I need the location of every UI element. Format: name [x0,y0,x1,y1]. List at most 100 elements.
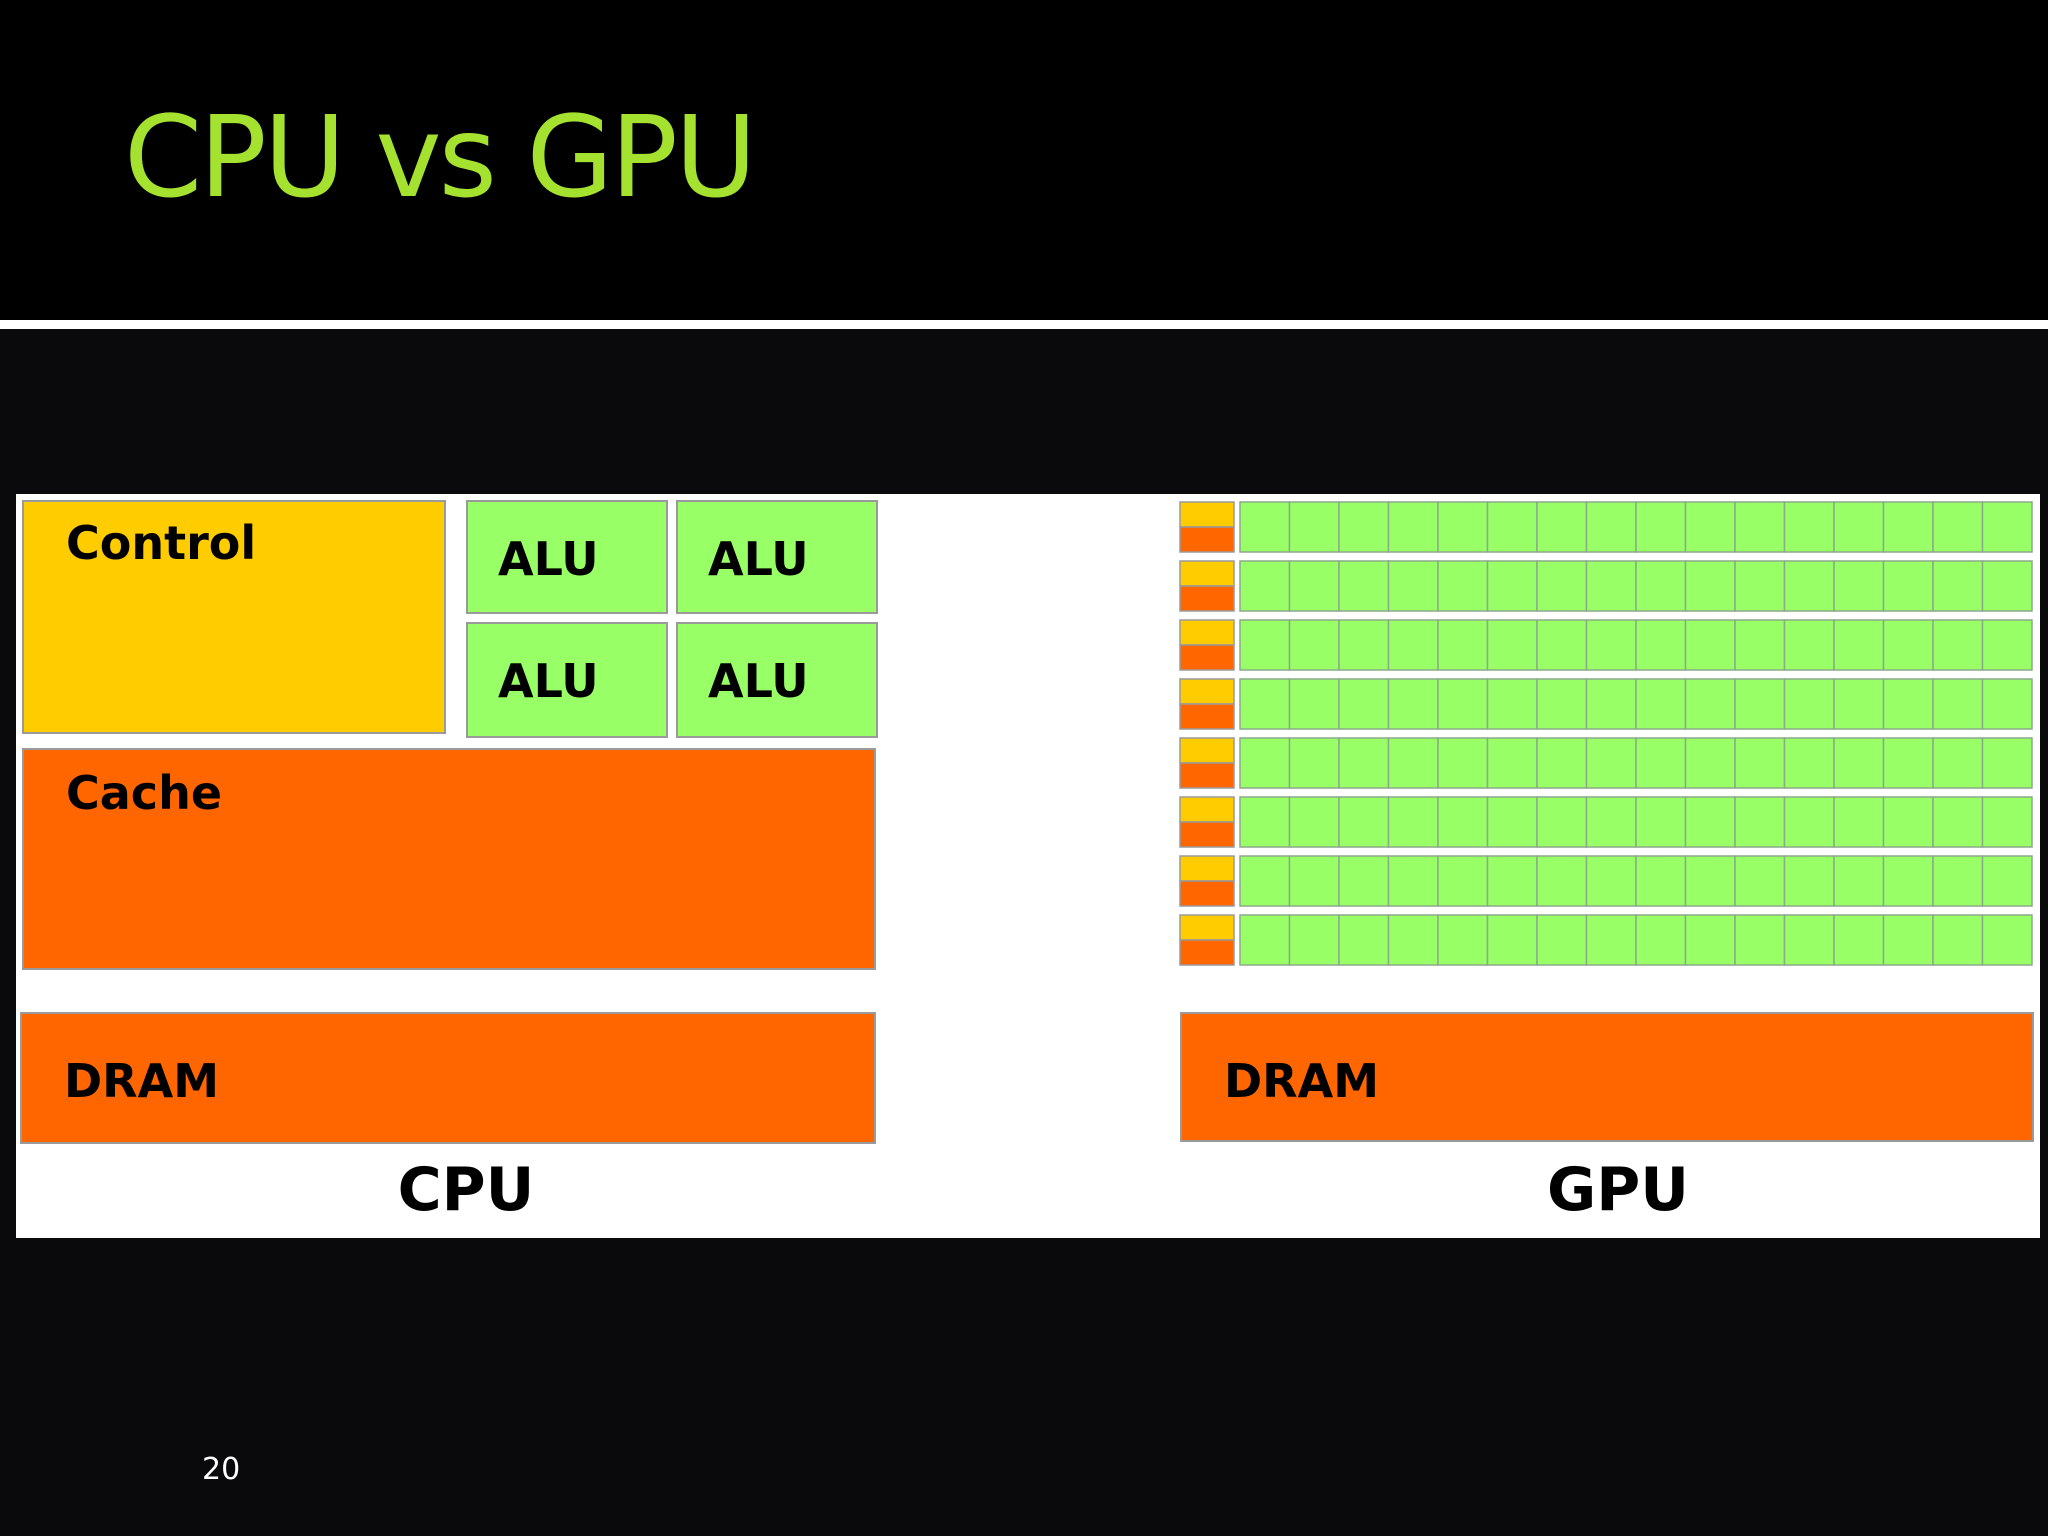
cpu-alu-label: ALU [498,532,599,586]
gpu-alu-cell [1635,501,1687,553]
gpu-alu-cell [1932,619,1984,671]
gpu-alu-cell [1833,914,1885,966]
gpu-alu-cell [1387,855,1439,907]
gpu-alu-cell [1239,501,1291,553]
gpu-alu-cell [1536,855,1588,907]
gpu-cache-block [1179,880,1235,907]
gpu-alu-cell [1882,619,1934,671]
gpu-cache-block [1179,762,1235,789]
gpu-alu-cell [1684,678,1736,730]
header-divider [0,320,2048,329]
gpu-alu-cell [1783,914,1835,966]
gpu-alu-cell [1833,678,1885,730]
gpu-alu-cell [1437,619,1489,671]
gpu-alu-cell [1882,796,1934,848]
gpu-alu-cell [1486,678,1538,730]
cpu-cache-block: Cache [22,748,876,970]
gpu-control-block [1179,560,1235,587]
gpu-alu-cell [1486,619,1538,671]
gpu-alu-cell [1684,501,1736,553]
gpu-alu-cell [1635,737,1687,789]
cpu-alu-label: ALU [498,654,599,708]
gpu-alu-cell [1387,914,1439,966]
cpu-control-label: Control [66,516,257,570]
gpu-alu-cell [1635,855,1687,907]
gpu-alu-cell [1239,737,1291,789]
gpu-alu-cell [1338,796,1390,848]
gpu-alu-cell [1585,796,1637,848]
gpu-alu-cell [1882,855,1934,907]
gpu-alu-cell [1338,560,1390,612]
gpu-alu-cell [1437,678,1489,730]
gpu-alu-cell [1288,914,1340,966]
gpu-cache-block [1179,821,1235,848]
gpu-control-block [1179,914,1235,941]
gpu-alu-cell [1783,796,1835,848]
gpu-alu-cell [1783,501,1835,553]
gpu-alu-cell [1684,737,1736,789]
gpu-alu-cell [1239,560,1291,612]
gpu-alu-cell [1981,737,2033,789]
gpu-alu-cell [1684,855,1736,907]
gpu-cache-block [1179,526,1235,553]
gpu-alu-cell [1338,914,1390,966]
gpu-alu-cell [1585,855,1637,907]
gpu-alu-cell [1734,501,1786,553]
gpu-alu-cell [1288,501,1340,553]
gpu-alu-cell [1684,796,1736,848]
gpu-alu-cell [1288,737,1340,789]
gpu-alu-cell [1536,501,1588,553]
gpu-alu-cell [1734,796,1786,848]
gpu-alu-cell [1437,914,1489,966]
gpu-alu-cell [1585,619,1637,671]
gpu-alu-cell [1932,501,1984,553]
gpu-alu-cell [1882,560,1934,612]
gpu-alu-cell [1783,678,1835,730]
cpu-alu-block: ALU [676,622,878,738]
cpu-dram-label: DRAM [64,1054,219,1108]
gpu-control-block [1179,619,1235,646]
gpu-alu-cell [1288,619,1340,671]
gpu-alu-cell [1387,737,1439,789]
slide-header: CPU vs GPU [0,0,2048,320]
gpu-alu-cell [1437,855,1489,907]
gpu-alu-cell [1783,619,1835,671]
cpu-control-block: Control [22,500,446,734]
slide-title: CPU vs GPU [124,93,757,223]
gpu-alu-cell [1783,855,1835,907]
gpu-alu-cell [1536,914,1588,966]
cpu-dram-block: DRAM [20,1012,876,1144]
gpu-alu-cell [1833,855,1885,907]
cpu-alu-block: ALU [466,622,668,738]
gpu-alu-cell [1486,501,1538,553]
gpu-alu-cell [1734,619,1786,671]
gpu-alu-cell [1437,560,1489,612]
gpu-alu-cell [1882,737,1934,789]
gpu-alu-cell [1783,560,1835,612]
gpu-alu-cell [1239,914,1291,966]
gpu-alu-cell [1486,855,1538,907]
gpu-alu-cell [1882,501,1934,553]
gpu-alu-cell [1734,737,1786,789]
gpu-alu-cell [1882,914,1934,966]
gpu-alu-cell [1932,855,1984,907]
cpu-gpu-diagram: Control ALU ALU ALU ALU Cache DRAM CPU [16,494,2040,1238]
gpu-control-block [1179,501,1235,528]
gpu-alu-cell [1734,914,1786,966]
gpu-alu-cell [1932,560,1984,612]
gpu-alu-cell [1932,796,1984,848]
gpu-alu-cell [1288,796,1340,848]
gpu-alu-cell [1635,796,1687,848]
gpu-alu-cell [1387,678,1439,730]
gpu-alu-cell [1387,501,1439,553]
gpu-alu-cell [1486,737,1538,789]
gpu-alu-cell [1783,737,1835,789]
gpu-alu-cell [1338,619,1390,671]
gpu-alu-cell [1585,737,1637,789]
gpu-alu-cell [1239,619,1291,671]
gpu-cache-block [1179,644,1235,671]
gpu-alu-cell [1981,855,2033,907]
gpu-alu-cell [1684,560,1736,612]
gpu-alu-cell [1684,619,1736,671]
